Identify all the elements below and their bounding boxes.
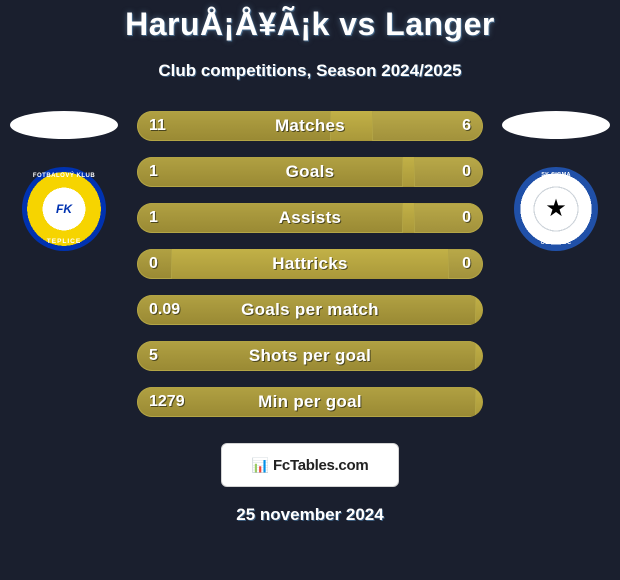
stat-label: Goals — [137, 157, 483, 187]
brand-chart-icon: 📊 — [252, 457, 269, 474]
stat-row: 0Hattricks0 — [137, 249, 483, 279]
stats-column: 11Matches61Goals01Assists00Hattricks00.0… — [137, 111, 483, 417]
stat-value-right: 0 — [462, 203, 471, 233]
stat-row: 1279Min per goal — [137, 387, 483, 417]
page-title: HaruÅ¡Å¥Ã¡k vs Langer — [0, 0, 620, 43]
right-club-center-star: ★ — [545, 197, 567, 221]
stat-row: 11Matches6 — [137, 111, 483, 141]
stat-value-right: 0 — [462, 157, 471, 187]
stat-value-right: 0 — [462, 249, 471, 279]
stat-label: Assists — [137, 203, 483, 233]
stat-row: 0.09Goals per match — [137, 295, 483, 325]
left-club-badge: FOTBALOVÝ KLUB FK TEPLICE — [22, 167, 106, 251]
stat-label: Matches — [137, 111, 483, 141]
stat-label: Goals per match — [137, 295, 483, 325]
right-side: SK SIGMA ★ OLOMOUC — [501, 111, 611, 251]
right-club-ring-top: SK SIGMA — [514, 172, 598, 178]
left-player-oval — [10, 111, 118, 139]
stat-row: 5Shots per goal — [137, 341, 483, 371]
left-club-center: FK — [56, 202, 72, 216]
right-player-oval — [502, 111, 610, 139]
left-side: FOTBALOVÝ KLUB FK TEPLICE — [9, 111, 119, 251]
stat-value-right: 6 — [462, 111, 471, 141]
stat-row: 1Goals0 — [137, 157, 483, 187]
right-club-badge: SK SIGMA ★ OLOMOUC — [514, 167, 598, 251]
right-club-ring-bottom: OLOMOUC — [514, 240, 598, 246]
stat-label: Min per goal — [137, 387, 483, 417]
stat-row: 1Assists0 — [137, 203, 483, 233]
stat-label: Hattricks — [137, 249, 483, 279]
brand-box[interactable]: 📊 FcTables.com — [221, 443, 399, 487]
subtitle: Club competitions, Season 2024/2025 — [0, 61, 620, 81]
left-club-ring-bottom: TEPLICE — [22, 238, 106, 245]
left-club-ring-top: FOTBALOVÝ KLUB — [22, 173, 106, 179]
comparison-body: FOTBALOVÝ KLUB FK TEPLICE 11Matches6 1Goa… — [0, 111, 620, 417]
stat-label: Shots per goal — [137, 341, 483, 371]
brand-text: FcTables.com — [273, 457, 368, 474]
date-label: 25 november 2024 — [0, 505, 620, 525]
